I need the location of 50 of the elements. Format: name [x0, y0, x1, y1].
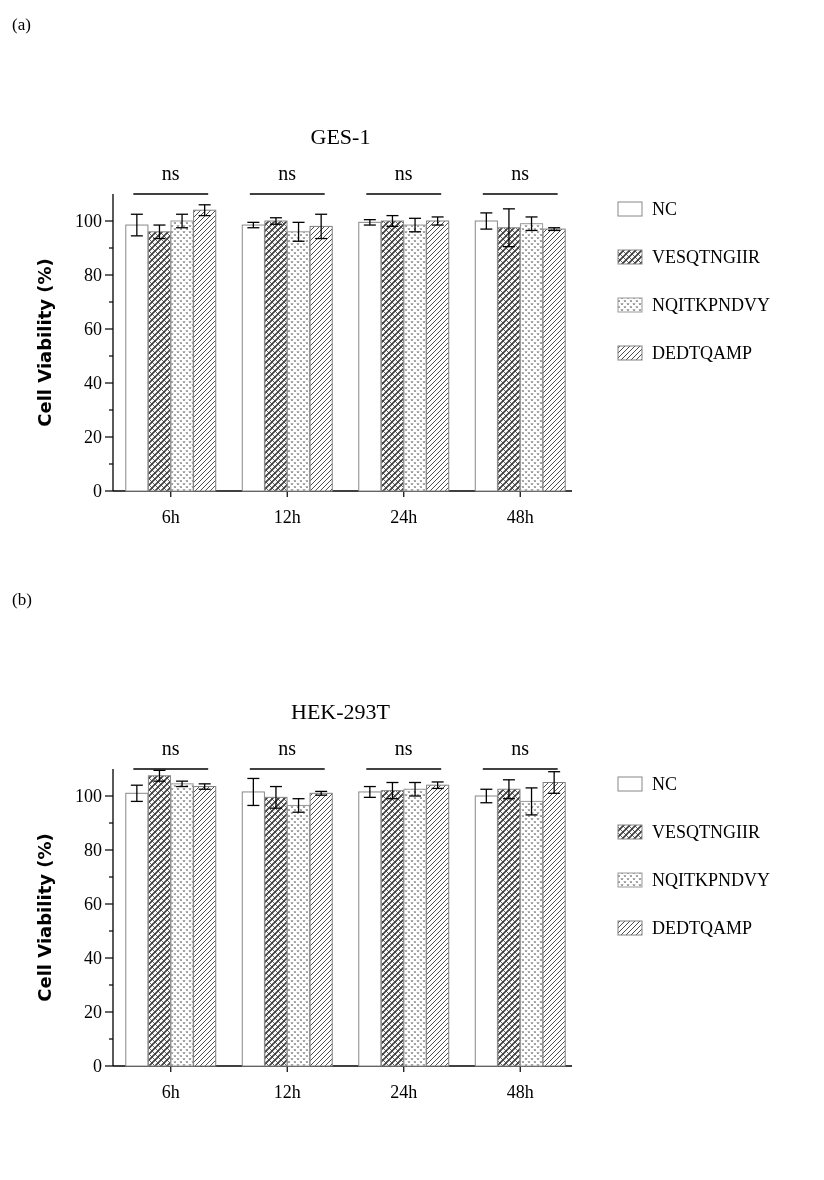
x-tick-label: 48h [506, 1082, 534, 1102]
x-tick-label: 24h [390, 507, 418, 527]
legend-label: DEDTQAMP [652, 343, 753, 364]
y-tick-label: 100 [75, 786, 102, 807]
x-tick-label: 6h [161, 507, 180, 527]
text: ns [511, 162, 530, 184]
x-tick-label: 48h [506, 507, 534, 527]
text: (b) [12, 590, 32, 609]
chart-title: GES-1 [310, 124, 371, 149]
text: ns [161, 162, 180, 184]
bar [426, 220, 450, 492]
legend-label: NQITKPNDVY [652, 295, 770, 316]
y-axis-title: Cell Viability (%) [34, 833, 55, 1002]
y-tick-label: 0 [93, 481, 102, 502]
bar [309, 225, 333, 492]
text: ns [394, 162, 413, 184]
y-tick-label: 80 [84, 265, 102, 286]
y-tick-label: 100 [75, 211, 102, 232]
y-tick-label: 40 [84, 373, 102, 394]
legend-label: VESQTNGIIR [652, 247, 760, 268]
legend-label: NQITKPNDVY [652, 870, 770, 891]
bar [542, 228, 566, 492]
text: ns [278, 162, 297, 184]
bar [170, 220, 194, 492]
bar [403, 224, 427, 492]
legend-label: NC [652, 199, 678, 220]
x-tick-label: 6h [161, 1082, 180, 1102]
text: (a) [12, 15, 31, 34]
bar [286, 231, 311, 492]
x-tick-label: 12h [273, 507, 301, 527]
y-tick-label: 80 [84, 840, 102, 861]
text: ns [394, 737, 413, 759]
chart-title: HEK-293T [291, 699, 391, 724]
y-tick-label: 60 [84, 894, 102, 915]
x-tick-label: 24h [390, 1082, 418, 1102]
legend-label: VESQTNGIIR [652, 822, 760, 843]
y-tick-label: 60 [84, 319, 102, 340]
legend-label: DEDTQAMP [652, 918, 753, 939]
y-axis-title: Cell Viability (%) [34, 258, 55, 427]
x-tick-label: 12h [273, 1082, 301, 1102]
y-tick-label: 20 [84, 1002, 102, 1023]
y-tick-label: 0 [93, 1056, 102, 1077]
bar [193, 209, 217, 492]
text: ns [278, 737, 297, 759]
text: ns [511, 737, 530, 759]
text: ns [161, 737, 180, 759]
y-tick-label: 20 [84, 427, 102, 448]
legend-label: NC [652, 774, 678, 795]
y-tick-label: 40 [84, 948, 102, 969]
bar [519, 223, 544, 492]
